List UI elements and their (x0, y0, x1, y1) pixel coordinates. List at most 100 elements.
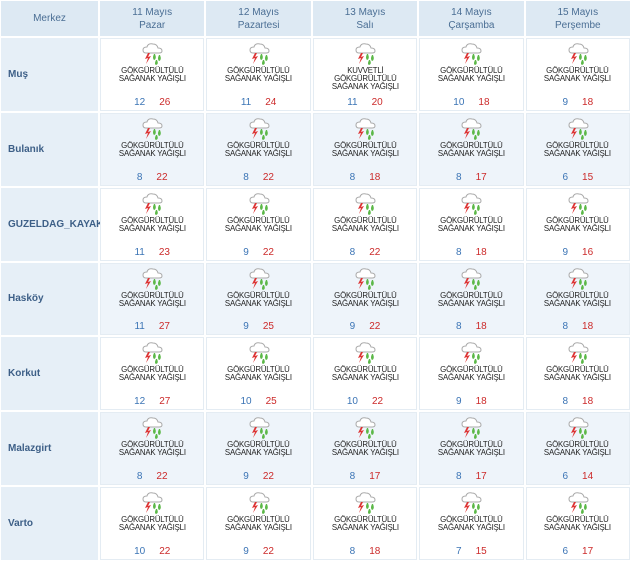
day-weekday: Çarşamba (448, 19, 495, 31)
forecast-cell: GÖKGÜRÜLTÜLÜ SAĞANAK YAĞIŞLI 11 23 (100, 187, 205, 261)
max-temp: 16 (582, 246, 594, 258)
condition-line: SAĞANAK YAĞIŞLI (118, 147, 186, 158)
forecast-cell: GÖKGÜRÜLTÜLÜ SAĞANAK YAĞIŞLI 8 17 (312, 412, 418, 486)
condition: GÖKGÜRÜLTÜLÜ SAĞANAK YAĞIŞLI (544, 439, 612, 458)
max-temp: 22 (369, 246, 381, 258)
max-temp: 24 (265, 96, 277, 108)
weather-icon (568, 417, 589, 440)
condition-line: SAĞANAK YAĞIŞLI (544, 297, 612, 308)
forecast-cell: GÖKGÜRÜLTÜLÜ SAĞANAK YAĞIŞLI 11 27 (100, 262, 205, 336)
forecast-cell: GÖKGÜRÜLTÜLÜ SAĞANAK YAĞIŞLI 10 22 (100, 487, 205, 560)
weather-icon (249, 417, 270, 440)
condition-line: SAĞANAK YAĞIŞLI (118, 522, 186, 533)
min-temp: 6 (562, 171, 569, 183)
condition-line: SAĞANAK YAĞIŞLI (437, 147, 505, 158)
condition: GÖKGÜRÜLTÜLÜ SAĞANAK YAĞIŞLI (119, 440, 186, 457)
weather-icon (568, 43, 589, 65)
max-temp: 17 (582, 545, 594, 557)
max-temp: 27 (159, 396, 171, 408)
max-temp: 15 (475, 545, 487, 557)
min-temp: 8 (349, 246, 356, 258)
max-temp: 22 (156, 171, 168, 183)
max-temp: 18 (478, 96, 490, 108)
condition: GÖKGÜRÜLTÜLÜ SAĞANAK YAĞIŞLI (438, 215, 505, 232)
weather-icon (355, 417, 376, 440)
max-temp: 22 (371, 396, 384, 408)
min-temp: 11 (134, 246, 145, 258)
forecast-cell: GÖKGÜRÜLTÜLÜ SAĞANAK YAĞIŞLI 10 18 (419, 38, 524, 111)
weather-icon (568, 342, 589, 365)
min-temp: 8 (349, 545, 356, 557)
condition: GÖKGÜRÜLTÜLÜ SAĞANAK YAĞIŞLI (544, 290, 612, 308)
condition-line: GÖKGÜRÜLTÜLÜ (120, 364, 184, 375)
forecast-cell: GÖKGÜRÜLTÜLÜ SAĞANAK YAĞIŞLI 9 22 (312, 262, 418, 336)
forecast-cell: GÖKGÜRÜLTÜLÜ SAĞANAK YAĞIŞLI 10 25 (206, 337, 311, 411)
min-temp: 10 (240, 396, 252, 408)
max-temp: 14 (582, 471, 594, 483)
forecast-cell: GÖKGÜRÜLTÜLÜ SAĞANAK YAĞIŞLI 12 27 (100, 337, 205, 411)
min-temp: 10 (346, 396, 358, 408)
forecast-cell: GÖKGÜRÜLTÜLÜ SAĞANAK YAĞIŞLI 8 18 (525, 262, 630, 336)
condition-line: SAĞANAK YAĞIŞLI (225, 73, 293, 83)
station-name: Malazgirt (1, 412, 98, 486)
min-temp: 10 (134, 545, 146, 557)
condition-line: GÖKGÜRÜLTÜLÜ (440, 439, 503, 450)
condition-line: SAĞANAK YAĞIŞLI (544, 73, 612, 83)
forecast-cell: GÖKGÜRÜLTÜLÜ SAĞANAK YAĞIŞLI 9 22 (206, 412, 311, 486)
forecast-cell: GÖKGÜRÜLTÜLÜ SAĞANAK YAĞIŞLI 8 18 (525, 337, 630, 411)
forecast-cell: GÖKGÜRÜLTÜLÜ SAĞANAK YAĞIŞLI 7 15 (419, 487, 524, 560)
condition-line: SAĞANAK YAĞIŞLI (225, 222, 293, 233)
forecast-cell: GÖKGÜRÜLTÜLÜ SAĞANAK YAĞIŞLI 9 16 (525, 187, 630, 261)
max-temp: 18 (582, 96, 594, 108)
condition: GÖKGÜRÜLTÜLÜ SAĞANAK YAĞIŞLI (119, 290, 186, 307)
condition-line: SAĞANAK YAĞIŞLI (544, 147, 612, 158)
day-weekday: Pazartesi (237, 19, 280, 31)
temperatures: 10 25 (207, 396, 309, 407)
condition: GÖKGÜRÜLTÜLÜ SAĞANAK YAĞIŞLI (438, 439, 505, 457)
condition: GÖKGÜRÜLTÜLÜ SAĞANAK YAĞIŞLI (544, 214, 611, 232)
forecast-cell: GÖKGÜRÜLTÜLÜ SAĞANAK YAĞIŞLI 9 22 (206, 187, 311, 261)
max-temp: 18 (475, 246, 487, 258)
condition-line: SAĞANAK YAĞIŞLI (544, 447, 612, 458)
day-weekday: Pazar (139, 19, 166, 31)
condition: GÖKGÜRÜLTÜLÜ SAĞANAK YAĞIŞLI (119, 215, 186, 232)
weather-icon (142, 193, 163, 215)
condition-line: SAĞANAK YAĞIŞLI (331, 372, 399, 383)
station-name: Korkut (1, 337, 98, 411)
condition-line: GÖKGÜRÜLTÜLÜ (440, 65, 503, 75)
weather-icon (249, 492, 270, 515)
forecast-cell: GÖKGÜRÜLTÜLÜ SAĞANAK YAĞIŞLI 8 17 (419, 412, 524, 486)
min-temp: 12 (134, 396, 146, 408)
condition: GÖKGÜRÜLTÜLÜ SAĞANAK YAĞIŞLI (438, 365, 505, 382)
max-temp: 25 (262, 321, 274, 333)
condition: GÖKGÜRÜLTÜLÜ SAĞANAK YAĞIŞLI (544, 365, 611, 382)
weather-icon (249, 118, 270, 140)
condition-line: GÖKGÜRÜLTÜLÜ (440, 139, 503, 150)
condition-line: SAĞANAK YAĞIŞLI (437, 73, 505, 83)
condition-line: GÖKGÜRÜLTÜLÜ (333, 439, 397, 450)
condition-line: GÖKGÜRÜLTÜLÜ (227, 514, 290, 525)
temperatures: 9 16 (527, 247, 629, 258)
condition-line: GÖKGÜRÜLTÜLÜ (227, 364, 290, 375)
max-temp: 22 (262, 171, 274, 183)
condition: GÖKGÜRÜLTÜLÜ SAĞANAK YAĞIŞLI (437, 139, 505, 158)
condition-line: GÖKGÜRÜLTÜLÜ (546, 439, 610, 450)
temperatures: 8 18 (420, 321, 522, 332)
min-temp: 6 (562, 545, 569, 557)
max-temp: 18 (369, 171, 381, 183)
condition: GÖKGÜRÜLTÜLÜ SAĞANAK YAĞIŞLI (438, 290, 505, 307)
temperatures: 12 26 (101, 97, 203, 108)
temperatures: 12 27 (101, 396, 203, 407)
min-temp: 8 (243, 171, 249, 183)
weather-icon (249, 193, 270, 215)
condition-line: GÖKGÜRÜLTÜLÜ (120, 139, 184, 150)
condition-line: GÖKGÜRÜLTÜLÜ (546, 214, 610, 225)
temperatures: 10 22 (314, 396, 416, 407)
weather-icon (355, 342, 376, 365)
weather-icon (142, 417, 163, 440)
forecast-cell: GÖKGÜRÜLTÜLÜ SAĞANAK YAĞIŞLI 9 25 (206, 262, 311, 336)
forecast-cell: GÖKGÜRÜLTÜLÜ SAĞANAK YAĞIŞLI 9 22 (206, 487, 311, 560)
condition: GÖKGÜRÜLTÜLÜ SAĞANAK YAĞIŞLI (225, 215, 293, 233)
forecast-cell: GÖKGÜRÜLTÜLÜ SAĞANAK YAĞIŞLI 8 22 (100, 112, 205, 186)
temperatures: 9 18 (420, 396, 522, 407)
